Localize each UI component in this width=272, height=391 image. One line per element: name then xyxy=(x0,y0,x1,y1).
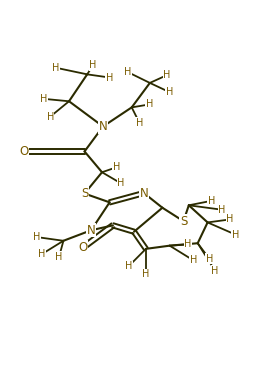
Text: H: H xyxy=(142,269,150,279)
Text: H: H xyxy=(38,249,45,259)
Text: H: H xyxy=(47,112,54,122)
Text: H: H xyxy=(218,205,225,215)
Text: H: H xyxy=(166,87,173,97)
Text: S: S xyxy=(180,215,187,228)
Text: H: H xyxy=(117,178,125,188)
Text: H: H xyxy=(52,63,60,73)
Text: O: O xyxy=(79,241,88,254)
Text: H: H xyxy=(184,239,191,249)
Text: H: H xyxy=(136,118,143,127)
Text: H: H xyxy=(113,162,120,172)
Text: H: H xyxy=(124,67,131,77)
Text: H: H xyxy=(190,255,197,265)
Text: N: N xyxy=(99,120,107,133)
Text: H: H xyxy=(55,252,63,262)
Text: H: H xyxy=(106,73,113,83)
Text: H: H xyxy=(125,262,132,271)
Text: H: H xyxy=(206,254,213,264)
Text: H: H xyxy=(208,196,215,206)
Text: H: H xyxy=(212,266,219,276)
Text: N: N xyxy=(140,187,148,199)
Text: H: H xyxy=(163,70,171,80)
Text: S: S xyxy=(81,187,88,200)
Text: H: H xyxy=(232,230,239,240)
Text: H: H xyxy=(40,94,47,104)
Text: H: H xyxy=(89,60,97,70)
Text: H: H xyxy=(226,215,233,224)
Text: H: H xyxy=(146,99,153,109)
Text: H: H xyxy=(33,232,41,242)
Text: N: N xyxy=(87,224,95,237)
Text: O: O xyxy=(19,145,29,158)
